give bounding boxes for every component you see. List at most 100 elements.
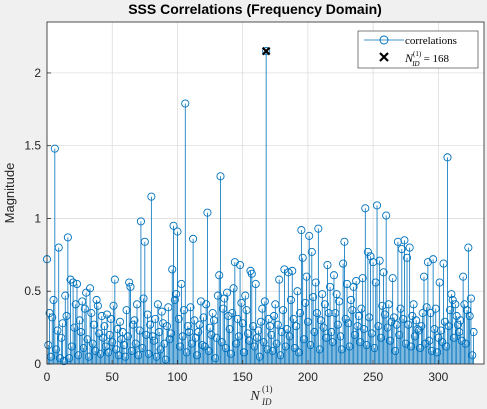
stem-marker — [446, 306, 455, 315]
stem-marker — [400, 236, 409, 245]
legend-peak-sub: ID — [411, 60, 419, 68]
stem-marker — [228, 309, 237, 318]
stem-marker — [217, 338, 226, 347]
stem-marker — [174, 314, 183, 323]
stem-marker — [298, 253, 307, 262]
chart-title: SSS Correlations (Frequency Domain) — [128, 1, 382, 17]
stem-marker — [466, 294, 476, 303]
stem-marker — [116, 317, 125, 326]
stem-marker — [361, 204, 370, 213]
stem-marker — [259, 338, 268, 347]
stem-marker — [397, 244, 406, 254]
stem-marker — [49, 295, 58, 305]
stem-marker — [75, 316, 84, 325]
stem-marker — [307, 247, 316, 256]
x-tick-label: 0 — [44, 370, 51, 384]
stem-marker — [363, 247, 372, 256]
plot-frame — [46, 21, 485, 365]
stem-marker — [314, 224, 323, 233]
stem-marker — [249, 322, 258, 331]
stem-marker — [66, 275, 75, 284]
stem-marker — [262, 47, 271, 56]
stem-marker — [251, 279, 260, 289]
stem-marker — [324, 309, 333, 318]
stem-marker — [247, 269, 256, 278]
x-tick-label: 300 — [428, 370, 448, 384]
stem-marker — [286, 295, 295, 305]
y-axis-label: Magnitude — [2, 163, 17, 224]
stem-marker — [320, 300, 329, 309]
stem-marker — [147, 192, 156, 201]
stem-marker — [148, 332, 157, 341]
stem-marker — [50, 144, 59, 153]
stem-marker — [183, 322, 192, 331]
stem-marker — [412, 316, 421, 325]
stem-marker — [375, 256, 384, 265]
stem-marker — [157, 307, 166, 316]
legend-label-correlations: correlations — [405, 35, 457, 47]
stem-marker — [464, 243, 473, 252]
stem-marker — [169, 221, 178, 230]
stem-marker — [393, 237, 402, 246]
stem-marker — [417, 322, 426, 331]
stem-marker — [186, 303, 195, 312]
stem-marker — [323, 260, 332, 270]
stem-marker — [203, 208, 212, 217]
stem-marker — [379, 268, 388, 277]
stem-marker — [297, 226, 306, 235]
stem-marker — [110, 275, 119, 284]
stem-marker — [216, 172, 225, 181]
stem-marker — [333, 320, 342, 329]
stem-marker — [130, 316, 139, 325]
stem-marker — [312, 309, 322, 318]
stem-marker — [97, 311, 106, 321]
stem-marker — [272, 339, 281, 348]
stem-marker — [305, 231, 314, 240]
stem-marker — [181, 99, 190, 108]
stem-marker — [72, 279, 82, 289]
stem-marker — [372, 201, 382, 210]
stem-marker — [409, 300, 418, 309]
stem-marker — [429, 255, 438, 264]
x-axis-label: N (1) ID — [249, 384, 272, 407]
stem-marker — [269, 311, 279, 321]
stem-marker — [318, 290, 327, 299]
stem-marker — [179, 306, 189, 315]
stem-marker — [189, 234, 198, 243]
stem-marker — [405, 243, 414, 252]
stem-marker — [236, 260, 245, 270]
stem-marker — [222, 288, 232, 297]
stem-marker — [275, 275, 284, 284]
stem-marker — [108, 338, 117, 347]
legend-box — [357, 30, 479, 69]
stem-marker — [447, 290, 456, 299]
legend-peak-sup: (1) — [413, 50, 422, 58]
stem-marker — [52, 345, 61, 354]
stem-marker — [279, 306, 288, 315]
legend-peak-base: N — [404, 51, 414, 65]
y-tick-label: 0 — [34, 357, 41, 371]
stem-marker — [69, 278, 78, 287]
y-tick-label: 2 — [34, 66, 41, 80]
stem-marker — [146, 320, 155, 329]
stem-marker — [190, 316, 199, 325]
peak-marker-layer — [261, 46, 271, 56]
y-tick-label: 1.5 — [24, 139, 41, 153]
stem-marker — [136, 217, 145, 226]
x-tick-label: 100 — [167, 370, 187, 384]
stem-marker — [213, 291, 222, 300]
stem-marker — [92, 295, 101, 305]
stem-marker — [241, 291, 250, 300]
stem-marker — [202, 300, 211, 309]
stem-marker — [468, 351, 477, 360]
stem-marker — [139, 294, 148, 303]
stem-marker — [339, 259, 348, 268]
stem-marker — [168, 265, 177, 274]
x-tick-label: 250 — [363, 370, 383, 384]
correlation-stems — [42, 47, 478, 366]
stem-marker — [342, 279, 352, 289]
stem-marker — [153, 300, 162, 309]
stem-marker — [126, 282, 135, 291]
stem-marker — [151, 314, 160, 323]
